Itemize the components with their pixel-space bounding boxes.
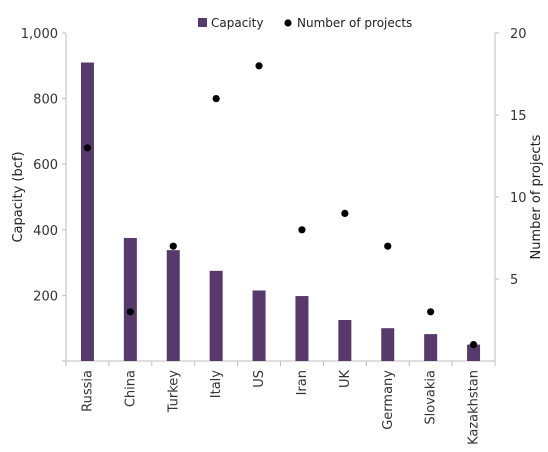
capacity-bar: [166, 250, 180, 361]
capacity-bar: [338, 320, 352, 361]
projects-point: [212, 95, 220, 103]
x-axis-category-label: Iran: [295, 370, 310, 395]
projects-point: [341, 209, 349, 217]
left-axis-title: Capacity (bcf): [11, 151, 26, 242]
capacity-bar: [424, 334, 438, 361]
projects-point: [255, 62, 263, 70]
x-axis-category-label: UK: [338, 370, 353, 389]
x-axis-category-label: Italy: [209, 370, 224, 399]
x-axis-category-label: US: [252, 370, 267, 388]
left-axis-tick-label: 400: [33, 224, 58, 239]
capacity-bar: [252, 290, 266, 361]
right-axis-tick-label: 15: [510, 109, 527, 124]
x-axis-category-label: China: [123, 370, 138, 407]
x-axis-category-label: Slovakia: [424, 370, 439, 425]
right-axis-tick-label: 20: [510, 27, 527, 42]
projects-point: [384, 242, 392, 250]
legend-projects-label: Number of projects: [297, 16, 412, 30]
right-axis-title: Number of projects: [529, 134, 544, 259]
left-axis-tick-label: 1,000: [21, 27, 58, 42]
left-axis-tick-label: 200: [33, 289, 58, 304]
right-axis-tick-label: 5: [510, 273, 518, 288]
left-axis-tick-label: 800: [33, 93, 58, 108]
capacity-bar: [467, 344, 481, 361]
legend-projects-marker: [284, 19, 292, 27]
right-axis-tick-label: 10: [510, 191, 527, 206]
capacity-bar: [209, 270, 223, 361]
projects-point: [169, 242, 177, 250]
capacity-bar: [80, 62, 94, 362]
x-axis-category-label: Kazakhstan: [467, 370, 482, 445]
projects-point: [83, 144, 92, 152]
capacity-bar: [123, 238, 137, 361]
x-axis-category-label: Germany: [381, 370, 396, 430]
legend-capacity-swatch: [198, 18, 207, 27]
legend-capacity-label: Capacity: [211, 16, 263, 30]
projects-point: [126, 308, 134, 316]
x-axis-category-label: Russia: [80, 370, 95, 412]
x-axis-category-label: Turkey: [166, 370, 181, 414]
projects-point: [469, 341, 478, 349]
capacity-bar: [381, 328, 395, 361]
capacity-bar: [295, 296, 309, 361]
projects-point: [427, 308, 435, 316]
left-axis-tick-label: 600: [33, 158, 58, 173]
projects-point: [298, 226, 306, 234]
